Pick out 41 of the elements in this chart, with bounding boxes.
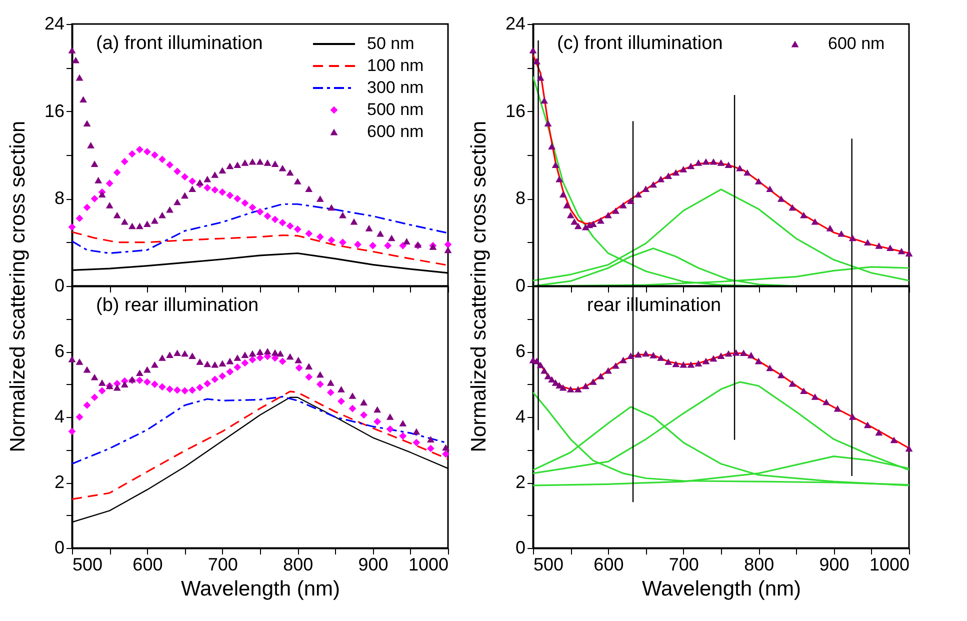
y-tick-label: 2 (54, 472, 64, 492)
x-tick-label: 800 (283, 554, 314, 574)
y-tick-label: 6 (515, 341, 526, 361)
y-axis-title: Normalized scattering cross section (468, 120, 490, 452)
y-axis-title: Normalized scattering cross section (6, 120, 30, 452)
y-tick-label: 0 (54, 276, 64, 296)
y-tick-label: 0 (515, 276, 526, 296)
x-axis-title: Wavelength (nm) (642, 578, 802, 600)
x-tick-label: 1000 (869, 554, 910, 574)
annotation: (a) front illumination (96, 33, 263, 54)
y-tick-label: 8 (54, 188, 64, 208)
x-tick-label: 1000 (408, 554, 448, 574)
y-tick-label: 4 (54, 406, 64, 426)
y-tick-label: 0 (54, 538, 64, 558)
x-tick-label: 500 (534, 554, 564, 574)
x-tick-label: 900 (358, 554, 388, 574)
x-tick-label: 700 (668, 554, 699, 574)
legend-label: 600 nm (828, 34, 885, 53)
x-tick-label: 700 (208, 554, 238, 574)
legend-label: 50 nm (367, 34, 414, 53)
legend-label: 500 nm (367, 100, 424, 119)
y-tick-label: 2 (515, 472, 526, 492)
x-tick-label: 900 (819, 554, 850, 574)
y-tick-label: 0 (515, 538, 526, 558)
y-tick-label: 8 (515, 188, 526, 208)
annotation: (c) front illumination (557, 33, 723, 54)
y-tick-label: 16 (505, 100, 526, 121)
legend-label: 600 nm (367, 122, 424, 141)
legend-label: 100 nm (367, 56, 424, 75)
y-tick-label: 16 (44, 100, 64, 121)
y-tick-label: 24 (505, 14, 526, 34)
y-tick-label: 24 (44, 14, 64, 34)
y-tick-label: 4 (515, 406, 526, 426)
legend-label: 300 nm (367, 78, 424, 97)
x-tick-label: 500 (72, 554, 103, 574)
y-tick-label: 6 (54, 341, 64, 361)
x-tick-label: 800 (744, 554, 774, 574)
x-tick-label: 600 (594, 554, 624, 574)
x-tick-label: 600 (132, 554, 163, 574)
annotation: (b) rear illumination (96, 295, 259, 316)
x-axis-title: Wavelength (nm) (180, 578, 340, 600)
